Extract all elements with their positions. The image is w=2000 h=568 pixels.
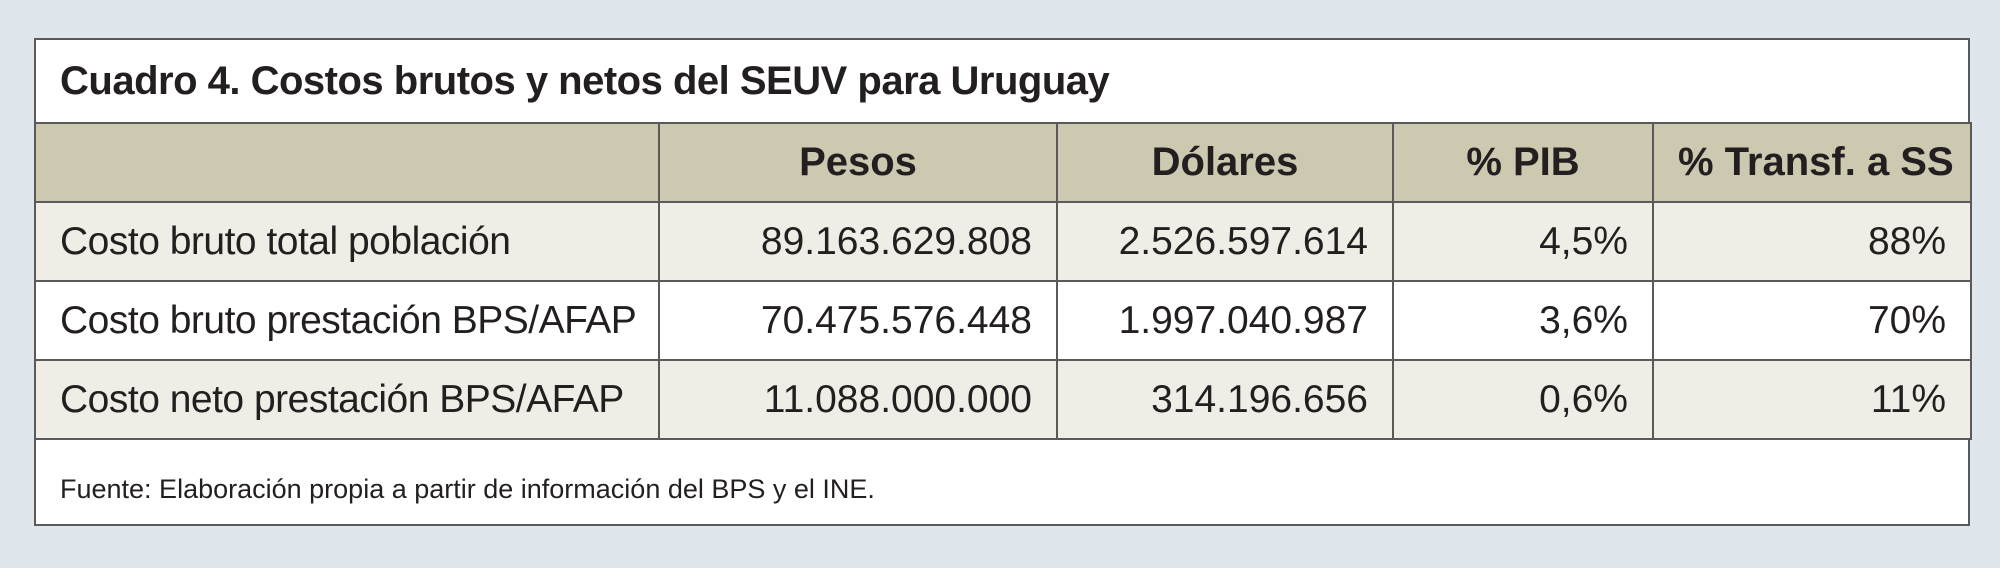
cell-transf-ss: 70% — [1652, 280, 1972, 361]
cell-pib: 4,5% — [1392, 201, 1654, 282]
cell-dolares: 314.196.656 — [1056, 359, 1394, 440]
row-label: Costo bruto total población — [34, 201, 660, 282]
header-cell-empty — [34, 122, 660, 203]
cell-pib: 3,6% — [1392, 280, 1654, 361]
cell-pib: 0,6% — [1392, 359, 1654, 440]
header-row: Pesos Dólares % PIB % Transf. a SS — [34, 122, 1972, 203]
table-row: Costo neto prestación BPS/AFAP 11.088.00… — [34, 359, 1972, 440]
header-cell-pib: % PIB — [1392, 122, 1654, 203]
header-cell-dolares: Dólares — [1056, 122, 1394, 203]
table-row: Costo bruto total población 89.163.629.8… — [34, 201, 1972, 282]
table-row: Costo bruto prestación BPS/AFAP 70.475.5… — [34, 280, 1972, 361]
header-cell-transf-ss: % Transf. a SS — [1652, 122, 1972, 203]
source-note: Fuente: Elaboración propia a partir de i… — [60, 473, 875, 504]
cell-dolares: 1.997.040.987 — [1056, 280, 1394, 361]
row-label: Costo bruto prestación BPS/AFAP — [34, 280, 660, 361]
table-title: Cuadro 4. Costos brutos y netos del SEUV… — [60, 58, 1110, 103]
cell-transf-ss: 88% — [1652, 201, 1972, 282]
row-label: Costo neto prestación BPS/AFAP — [34, 359, 660, 440]
table-frame: Cuadro 4. Costos brutos y netos del SEUV… — [34, 38, 1972, 526]
cell-dolares: 2.526.597.614 — [1056, 201, 1394, 282]
header-cell-pesos: Pesos — [658, 122, 1058, 203]
cost-table: Pesos Dólares % PIB % Transf. a SS Costo… — [34, 122, 1972, 440]
cell-pesos: 11.088.000.000 — [658, 359, 1058, 440]
cell-pesos: 89.163.629.808 — [658, 201, 1058, 282]
cell-transf-ss: 11% — [1652, 359, 1972, 440]
cell-pesos: 70.475.576.448 — [658, 280, 1058, 361]
